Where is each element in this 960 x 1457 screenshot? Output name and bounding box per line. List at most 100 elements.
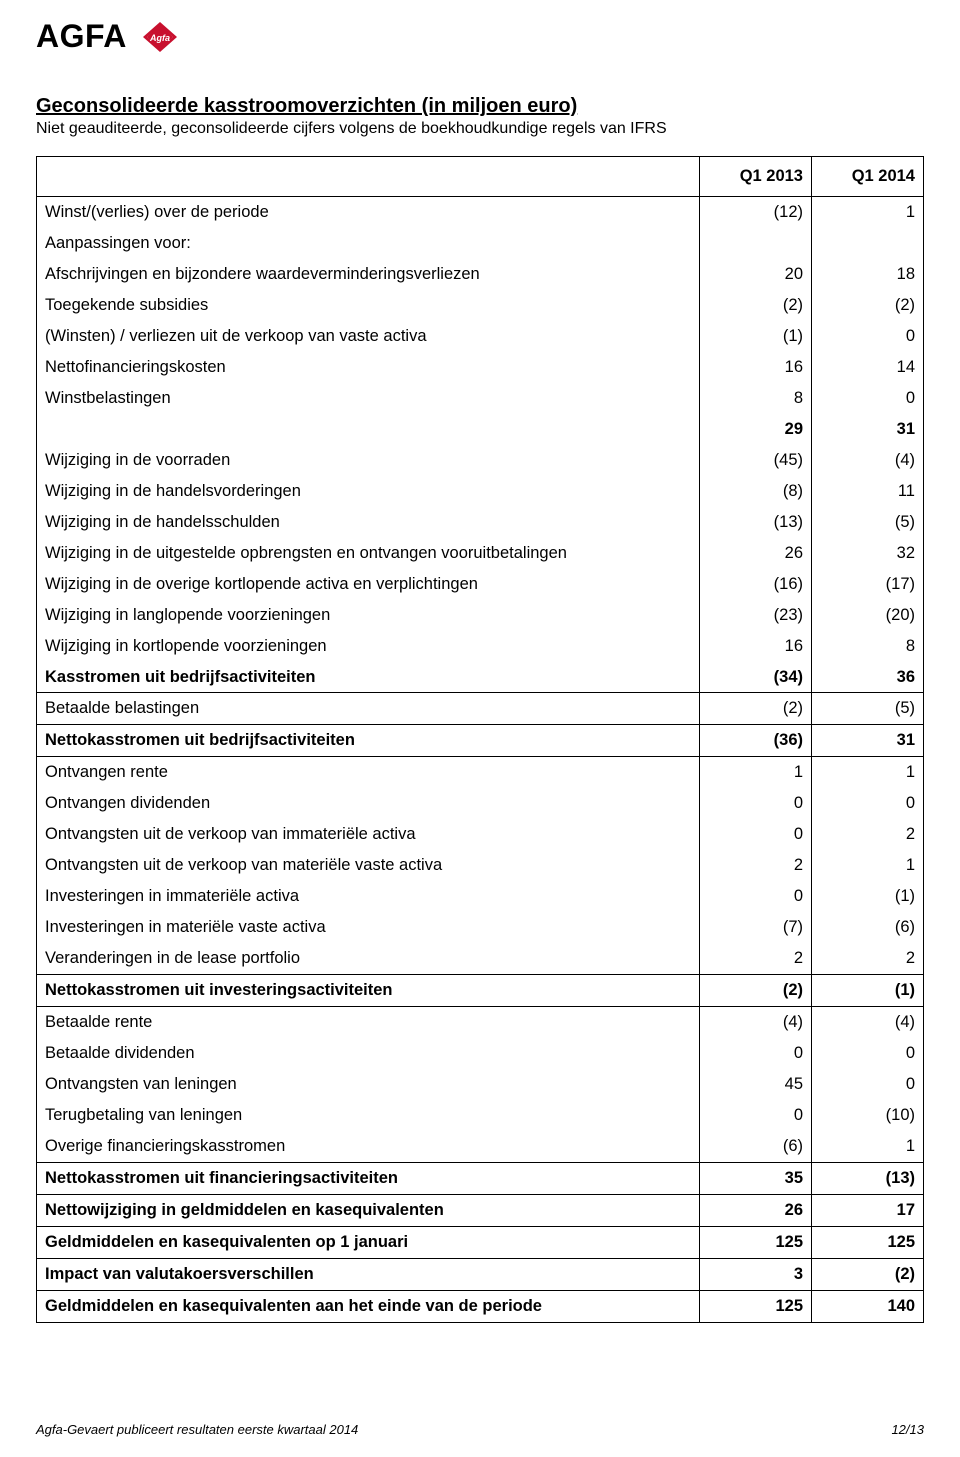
table-row: Wijziging in de voorraden(45)(4)	[37, 445, 924, 476]
table-row: Ontvangsten uit de verkoop van materiële…	[37, 850, 924, 881]
row-label: Ontvangsten van leningen	[37, 1069, 700, 1100]
table-row: Nettowijziging in geldmiddelen en kasequ…	[37, 1194, 924, 1226]
table-row: Wijziging in de overige kortlopende acti…	[37, 569, 924, 600]
row-value: 2	[812, 943, 924, 974]
row-value: (17)	[812, 569, 924, 600]
row-label: Nettokasstromen uit bedrijfsactiviteiten	[37, 725, 700, 757]
row-value: 0	[700, 1038, 812, 1069]
row-value: 8	[812, 631, 924, 662]
row-value: 2	[700, 850, 812, 881]
row-value: 16	[700, 352, 812, 383]
table-row: Nettokasstromen uit investeringsactivite…	[37, 975, 924, 1007]
table-row: Afschrijvingen en bijzondere waardevermi…	[37, 259, 924, 290]
row-label: Betaalde dividenden	[37, 1038, 700, 1069]
row-value: (16)	[700, 569, 812, 600]
row-label: Betaalde rente	[37, 1007, 700, 1038]
table-column-header: Q1 2013	[700, 157, 812, 197]
row-value: 32	[812, 538, 924, 569]
table-row: Ontvangen dividenden00	[37, 788, 924, 819]
row-value: 2	[812, 819, 924, 850]
row-label: Nettofinancieringskosten	[37, 352, 700, 383]
row-value: (2)	[812, 1258, 924, 1290]
row-value: (34)	[700, 662, 812, 693]
row-value: 26	[700, 1194, 812, 1226]
row-value: 0	[812, 788, 924, 819]
table-row: Betaalde rente(4)(4)	[37, 1007, 924, 1038]
table-row: Aanpassingen voor:	[37, 228, 924, 259]
row-label: Ontvangen dividenden	[37, 788, 700, 819]
footer-left: Agfa-Gevaert publiceert resultaten eerst…	[36, 1422, 358, 1437]
row-value: 29	[700, 414, 812, 445]
row-label: Ontvangen rente	[37, 757, 700, 788]
table-row: Investeringen in immateriële activa0(1)	[37, 881, 924, 912]
table-row: Betaalde belastingen(2)(5)	[37, 693, 924, 725]
row-value: 1	[812, 850, 924, 881]
row-label: Afschrijvingen en bijzondere waardevermi…	[37, 259, 700, 290]
table-row: Kasstromen uit bedrijfsactiviteiten(34)3…	[37, 662, 924, 693]
table-row: (Winsten) / verliezen uit de verkoop van…	[37, 321, 924, 352]
table-column-header: Q1 2014	[812, 157, 924, 197]
row-label: Wijziging in de voorraden	[37, 445, 700, 476]
row-value: (7)	[700, 912, 812, 943]
row-label: Investeringen in materiële vaste activa	[37, 912, 700, 943]
row-value: (20)	[812, 600, 924, 631]
table-row: Wijziging in langlopende voorzieningen(2…	[37, 600, 924, 631]
table-header-empty	[37, 157, 700, 197]
row-label: Winstbelastingen	[37, 383, 700, 414]
table-row: Ontvangsten van leningen450	[37, 1069, 924, 1100]
row-label: Betaalde belastingen	[37, 693, 700, 725]
row-label: Toegekende subsidies	[37, 290, 700, 321]
row-label: Geldmiddelen en kasequivalenten op 1 jan…	[37, 1226, 700, 1258]
row-value: 17	[812, 1194, 924, 1226]
page-subtitle: Niet geauditeerde, geconsolideerde cijfe…	[36, 120, 924, 138]
row-value: (10)	[812, 1100, 924, 1131]
brand-wordmark: AGFA	[36, 18, 127, 55]
row-label: Veranderingen in de lease portfolio	[37, 943, 700, 974]
row-value: (23)	[700, 600, 812, 631]
brand-logo: AGFA Agfa	[36, 18, 924, 55]
row-label: Aanpassingen voor:	[37, 228, 700, 259]
row-label: Wijziging in de handelsvorderingen	[37, 476, 700, 507]
row-value: 35	[700, 1163, 812, 1195]
row-label: Overige financieringskasstromen	[37, 1131, 700, 1162]
row-label: Ontvangsten uit de verkoop van materiële…	[37, 850, 700, 881]
table-row: Wijziging in de handelsvorderingen(8)11	[37, 476, 924, 507]
row-value: (5)	[812, 507, 924, 538]
row-value: 0	[812, 321, 924, 352]
row-value: 125	[700, 1226, 812, 1258]
table-row: Betaalde dividenden00	[37, 1038, 924, 1069]
table-row: Ontvangsten uit de verkoop van immaterië…	[37, 819, 924, 850]
row-value: (36)	[700, 725, 812, 757]
row-label: (Winsten) / verliezen uit de verkoop van…	[37, 321, 700, 352]
table-row: Wijziging in de handelsschulden(13)(5)	[37, 507, 924, 538]
row-label: Investeringen in immateriële activa	[37, 881, 700, 912]
row-value: 0	[812, 383, 924, 414]
row-value: (1)	[700, 321, 812, 352]
row-value: 125	[700, 1290, 812, 1322]
table-row: Winst/(verlies) over de periode(12)1	[37, 196, 924, 227]
row-value: 31	[812, 414, 924, 445]
row-value: 0	[812, 1069, 924, 1100]
row-value: (1)	[812, 881, 924, 912]
row-value: (2)	[700, 290, 812, 321]
table-row: Nettokasstromen uit bedrijfsactiviteiten…	[37, 725, 924, 757]
row-value: 11	[812, 476, 924, 507]
row-value: (4)	[700, 1007, 812, 1038]
row-label: Wijziging in kortlopende voorzieningen	[37, 631, 700, 662]
row-value	[812, 228, 924, 259]
row-value: (4)	[812, 1007, 924, 1038]
svg-text:Agfa: Agfa	[149, 33, 170, 43]
table-row: Nettofinancieringskosten1614	[37, 352, 924, 383]
row-value: 8	[700, 383, 812, 414]
row-label: Wijziging in de uitgestelde opbrengsten …	[37, 538, 700, 569]
table-row: Overige financieringskasstromen(6)1	[37, 1131, 924, 1162]
table-row: Wijziging in kortlopende voorzieningen16…	[37, 631, 924, 662]
row-value: (45)	[700, 445, 812, 476]
table-header-row: Q1 2013Q1 2014	[37, 157, 924, 197]
footer-page-number: 12/13	[891, 1422, 924, 1437]
row-value: 1	[700, 757, 812, 788]
row-value: 26	[700, 538, 812, 569]
row-value: 1	[812, 196, 924, 227]
row-value: (6)	[700, 1131, 812, 1162]
table-row: Geldmiddelen en kasequivalenten op 1 jan…	[37, 1226, 924, 1258]
